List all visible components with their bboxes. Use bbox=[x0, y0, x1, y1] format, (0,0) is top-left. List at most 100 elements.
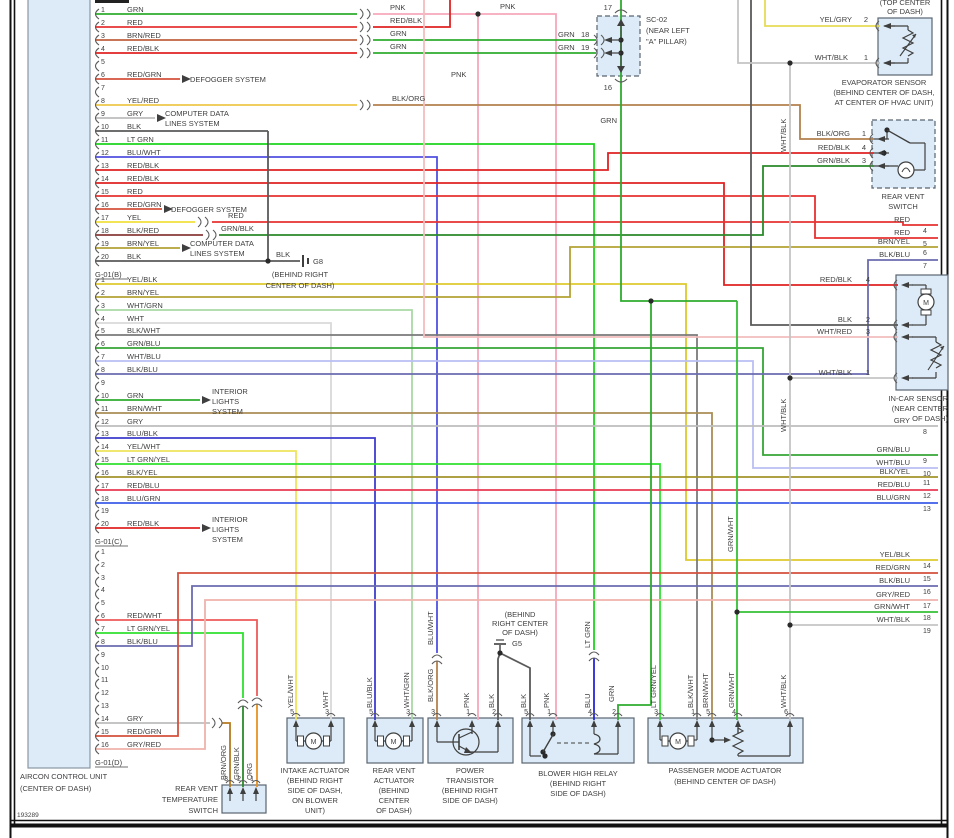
pin-number: 4 bbox=[101, 46, 105, 53]
diagram-label: GRN bbox=[600, 116, 617, 125]
wire-blk bbox=[497, 652, 501, 720]
lamp-icon bbox=[897, 161, 915, 179]
edge-wire-label: RED/GRN bbox=[875, 563, 910, 572]
vertical-wire-label: BLK bbox=[487, 694, 496, 708]
inline-connector-icon bbox=[197, 216, 202, 228]
diagram-label: PNK bbox=[500, 2, 515, 11]
diagram-label: (CENTER OF DASH) bbox=[20, 784, 92, 793]
edge-pin-number: 11 bbox=[923, 480, 930, 487]
thermistor-icon bbox=[901, 29, 915, 57]
diagram-label: BLK bbox=[838, 315, 852, 324]
diagram-label: (NEAR CENTER bbox=[892, 404, 949, 413]
inline-connector-icon bbox=[431, 660, 443, 665]
line bbox=[927, 345, 945, 371]
system-destination-label: COMPUTER DATA bbox=[190, 239, 254, 248]
pin-entry-arc-icon bbox=[893, 279, 898, 291]
diagram-label: PNK bbox=[390, 3, 405, 12]
connector-group-label: G-01(B) bbox=[95, 270, 122, 279]
diagram-label: RED/BLK bbox=[818, 143, 850, 152]
component-pin-number: 3 bbox=[654, 709, 658, 716]
motor-brush-icon bbox=[920, 309, 932, 316]
edge-pin-number: 16 bbox=[923, 589, 931, 596]
wire-color-label: BLK/YEL bbox=[127, 468, 157, 477]
vertical-wire-label: LT GRN bbox=[583, 621, 592, 648]
pin-number: 8 bbox=[101, 367, 105, 374]
pin-bracket bbox=[94, 432, 100, 444]
wire-color-label: GRN/BLU bbox=[127, 339, 160, 348]
pin-bracket bbox=[94, 588, 100, 600]
pin-number: 12 bbox=[101, 150, 109, 157]
vertical-wire-label: GRN/WHT bbox=[727, 672, 736, 708]
pin-bracket bbox=[94, 190, 100, 202]
pin-entry-arrow-icon bbox=[709, 720, 715, 727]
diagram-label: 18 bbox=[581, 30, 589, 39]
pin-number: 9 bbox=[101, 111, 105, 118]
diagram-label: 16 bbox=[604, 83, 612, 92]
wire-color-label: RED/BLK bbox=[127, 174, 159, 183]
pin-bracket bbox=[94, 125, 100, 137]
vertical-wire-label: WHT/BLK bbox=[779, 675, 788, 708]
sc-arrow-down-icon bbox=[617, 66, 625, 73]
component-pin-number: 6 bbox=[784, 709, 788, 716]
diagram-label: YEL/GRY bbox=[820, 15, 852, 24]
pin-entry-arrow-icon bbox=[227, 787, 233, 794]
inline-connector-icon bbox=[593, 47, 598, 59]
pin-entry-arc-icon bbox=[692, 712, 702, 717]
diagram-label: (NEAR LEFT bbox=[646, 26, 690, 35]
component-pin-number: 5 bbox=[290, 709, 294, 716]
edge-wire-label: BLK/YEL bbox=[880, 467, 910, 476]
pin-bracket bbox=[94, 691, 100, 703]
wire-color-label: YEL/WHT bbox=[127, 442, 161, 451]
edge-wire-label: BRN/YEL bbox=[878, 237, 910, 246]
wire-color-label: RED/BLK bbox=[127, 519, 159, 528]
pin-bracket bbox=[94, 203, 100, 215]
system-arrow-icon bbox=[202, 396, 211, 404]
wire-brn_yel bbox=[95, 246, 938, 298]
wire-color-label: BLU/GRN bbox=[127, 494, 160, 503]
pin-entry-arc-icon bbox=[869, 160, 874, 172]
system-arrow-icon bbox=[182, 244, 191, 252]
wire-color-label: LT GRN bbox=[127, 135, 154, 144]
vertical-wire-label: PNK bbox=[542, 693, 551, 708]
pin-bracket bbox=[94, 255, 100, 267]
inline-connector-icon bbox=[366, 34, 371, 46]
inline-connector-icon bbox=[359, 99, 364, 111]
diagram-label: 4 bbox=[866, 275, 870, 284]
pin-number: 5 bbox=[101, 59, 105, 66]
wire-wht_grn bbox=[95, 309, 413, 720]
aircon-control-unit-box bbox=[27, 0, 91, 769]
pin-bracket bbox=[94, 743, 100, 755]
pin-entry-arrow-icon bbox=[901, 334, 909, 340]
wire-color-label: BLK/WHT bbox=[127, 326, 161, 335]
system-destination-label: LINES SYSTEM bbox=[190, 249, 245, 258]
component-pin-number: 1 bbox=[547, 709, 551, 716]
inline-connector-icon bbox=[588, 651, 600, 656]
diagram-label: (BEHIND CENTER OF DASH, bbox=[833, 88, 934, 97]
diagram-label: INTAKE ACTUATOR bbox=[281, 766, 350, 775]
wire-blk_org bbox=[373, 104, 874, 140]
inline-connector-icon bbox=[366, 99, 371, 111]
diagram-label: POWER bbox=[456, 766, 485, 775]
motor-brush-icon bbox=[403, 735, 410, 747]
pin-entry-arrow-icon bbox=[469, 720, 475, 727]
pin-entry-arrow-icon bbox=[591, 720, 597, 727]
motor-brush-icon bbox=[661, 735, 669, 747]
pin-bracket bbox=[94, 99, 100, 111]
diagram-label: "A" PILLAR) bbox=[646, 37, 687, 46]
system-destination-label: COMPUTER DATA bbox=[165, 109, 229, 118]
wire-blk_blu bbox=[95, 585, 938, 647]
diagram-label: EVAPORATOR SENSOR bbox=[842, 78, 927, 87]
pin-bracket bbox=[94, 291, 100, 303]
vertical-wire-label: BLU bbox=[583, 693, 592, 708]
wire-grn bbox=[620, 0, 737, 302]
inline-connector-icon bbox=[366, 21, 371, 33]
wire-color-label: BLK/BLU bbox=[127, 365, 158, 374]
diagram-label: (BEHIND bbox=[379, 786, 410, 795]
diagram-label: 1 bbox=[862, 129, 866, 138]
pin-entry-arc-icon bbox=[875, 20, 880, 32]
wire-wht_blk bbox=[737, 0, 880, 64]
wire-yel_gry bbox=[764, 0, 880, 27]
wire-color-label: RED/BLK bbox=[127, 161, 159, 170]
pin-number: 3 bbox=[101, 575, 105, 582]
